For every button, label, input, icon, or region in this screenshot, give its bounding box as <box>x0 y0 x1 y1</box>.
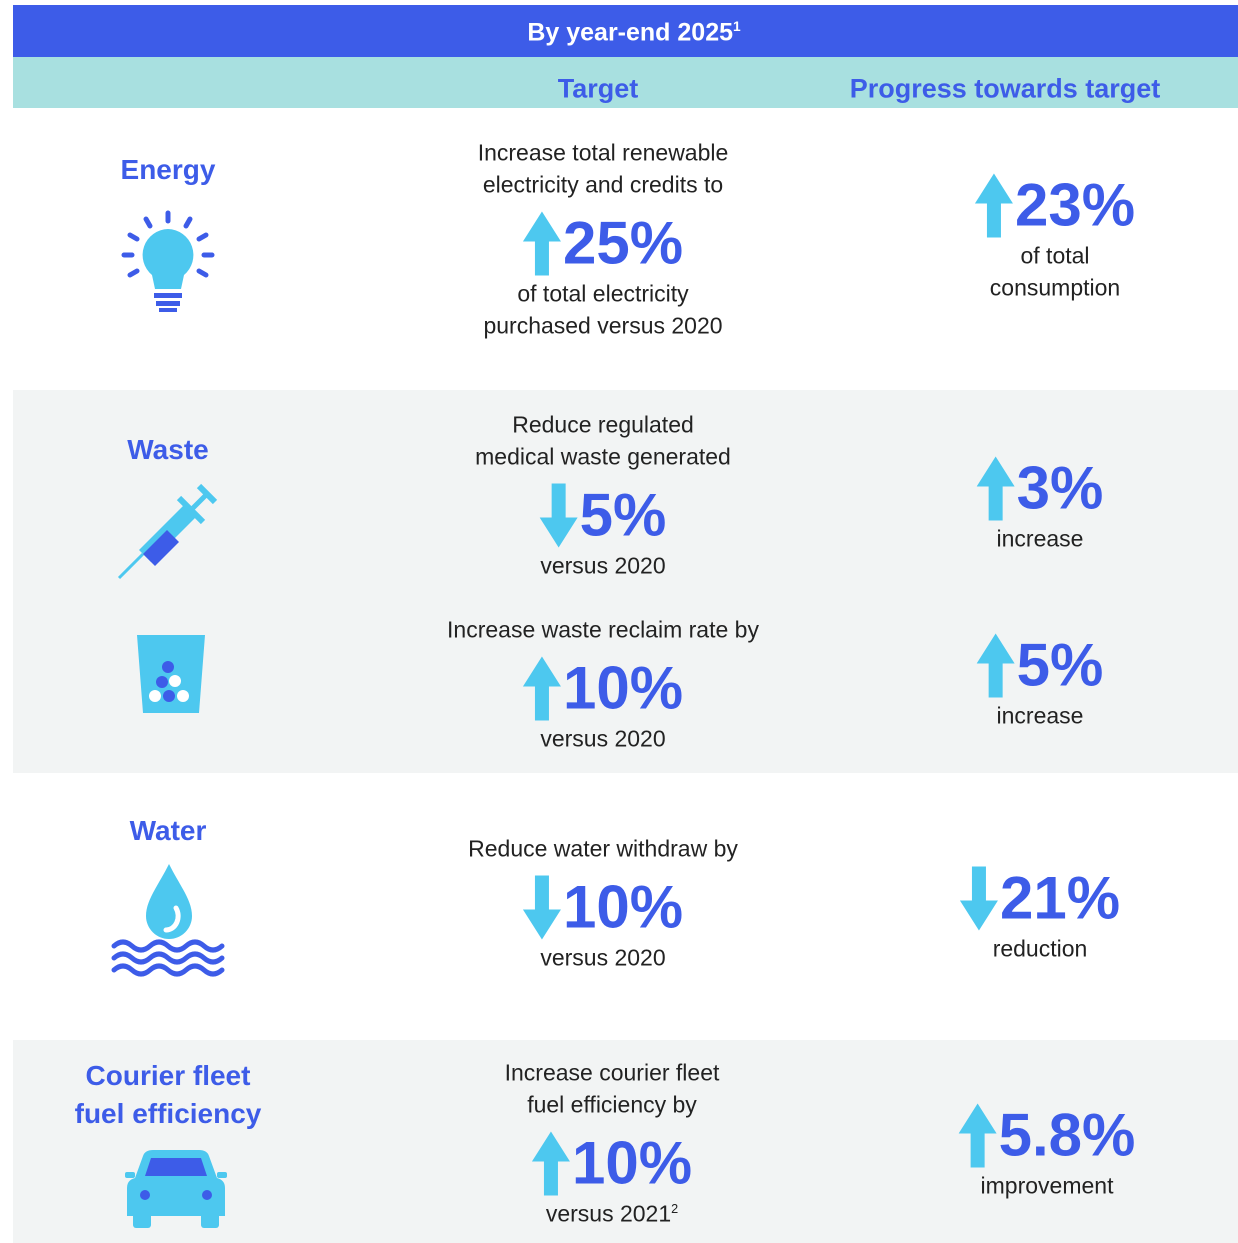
row-label: Energy <box>120 154 216 185</box>
text: purchased versus 2020 <box>483 312 723 339</box>
syringe-icon <box>117 483 218 580</box>
title-text: By year-end 2025 <box>527 18 734 47</box>
text: versus 2020 <box>540 552 666 579</box>
text-line: electricity and credits to <box>482 171 724 198</box>
value: 10% <box>531 1129 693 1198</box>
text-line: versus 2020 <box>540 945 665 972</box>
arrow-down <box>959 866 998 930</box>
arrow-up <box>531 1131 570 1195</box>
header-band <box>13 5 1238 57</box>
value-text: 21% <box>999 864 1121 932</box>
note: 2 <box>671 1201 679 1216</box>
row-label: Courier fleet <box>85 1060 251 1091</box>
text-line: versus 2020 <box>540 726 665 753</box>
arrow-up <box>976 456 1015 520</box>
water-icon <box>111 864 225 977</box>
text-line: consumption <box>990 275 1120 302</box>
arrow-up <box>974 173 1013 237</box>
value-text: 10% <box>562 873 684 941</box>
value: 5% <box>976 631 1104 700</box>
value-text: 5% <box>1016 631 1104 699</box>
value: 25% <box>522 209 684 278</box>
value-text: 3% <box>1016 454 1104 522</box>
value-text: 5% <box>579 481 667 549</box>
arrow-down <box>522 875 561 939</box>
text-line: fuel efficiency by <box>527 1091 697 1118</box>
arrow-up <box>522 211 561 275</box>
car-icon <box>125 1150 227 1228</box>
text: versus 2021 <box>545 1200 672 1227</box>
value: 10% <box>522 873 684 942</box>
cup-icon <box>137 635 205 713</box>
column-band <box>13 57 1238 108</box>
header-title: By year-end 20251 <box>527 19 740 48</box>
text-line: reduction <box>993 936 1088 963</box>
text: increase <box>996 525 1084 552</box>
value: 21% <box>959 864 1121 933</box>
row-label: Waste <box>127 434 209 465</box>
column-header: Target <box>557 73 639 104</box>
value: 10% <box>522 654 684 723</box>
text-line: Reduce regulated <box>512 411 694 438</box>
arrow-up <box>976 633 1015 697</box>
value-text: 23% <box>1014 171 1136 239</box>
text-line: of total electricity <box>517 281 688 308</box>
text: of total electricity <box>517 280 689 307</box>
value: 5% <box>539 481 667 550</box>
value: 3% <box>976 454 1104 523</box>
text-line: Reduce water withdraw by <box>468 835 738 862</box>
text-line: purchased versus 2020 <box>483 313 722 340</box>
text-line: Increase total renewable <box>477 139 729 166</box>
text-line: Increase waste reclaim rate by <box>447 616 759 643</box>
value: 5.8% <box>958 1101 1136 1170</box>
text-line: increase <box>997 526 1084 553</box>
text-line: medical waste generated <box>475 443 731 470</box>
text-line: improvement <box>981 1173 1114 1200</box>
text-line: versus 20212 <box>546 1201 678 1228</box>
text-line: versus 2020 <box>540 553 665 580</box>
value-text: 10% <box>562 654 684 722</box>
text: versus 2020 <box>540 944 666 971</box>
waste-band <box>13 390 1238 773</box>
text-line: of total <box>1020 243 1089 270</box>
text-line: increase <box>997 703 1084 730</box>
text-line: Increase courier fleet <box>504 1059 720 1086</box>
value-text: 25% <box>562 209 684 277</box>
bulb-icon <box>121 210 215 312</box>
text: reduction <box>992 935 1088 962</box>
text: versus 2020 <box>540 725 666 752</box>
arrow-up <box>958 1103 997 1167</box>
text: improvement <box>980 1172 1114 1199</box>
arrow-down <box>539 483 578 547</box>
value-text: 10% <box>571 1129 693 1197</box>
text: consumption <box>989 274 1121 301</box>
row-label: fuel efficiency <box>74 1098 262 1129</box>
title-note: 1 <box>733 19 741 35</box>
value-text: 5.8% <box>998 1101 1136 1169</box>
value: 23% <box>974 171 1136 240</box>
arrow-up <box>522 656 561 720</box>
text: increase <box>996 702 1084 729</box>
column-header: Progress towards target <box>849 73 1161 104</box>
row-label: Water <box>129 815 207 846</box>
text: of total <box>1020 242 1090 269</box>
